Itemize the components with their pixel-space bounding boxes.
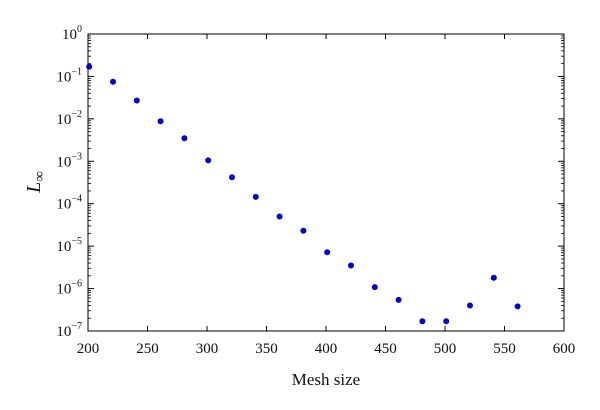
y-tick-label: 10−3	[56, 151, 82, 170]
x-tick-label: 200	[77, 341, 100, 357]
x-tick-label: 300	[196, 341, 219, 357]
y-tick-label-exponent: −4	[71, 194, 82, 205]
plot-frame	[87, 33, 565, 332]
y-tick-label-base: 10	[56, 239, 71, 255]
y-tick-label-base: 10	[56, 112, 71, 128]
data-point	[371, 284, 378, 291]
x-axis-label: Mesh size	[292, 370, 360, 389]
data-point	[109, 78, 116, 85]
y-tick-label: 10−6	[56, 279, 82, 298]
y-tick-label-base: 10	[56, 324, 71, 340]
y-tick-label: 10−4	[56, 194, 82, 213]
data-point	[276, 213, 283, 220]
data-point	[252, 193, 259, 200]
data-point	[228, 174, 235, 181]
y-tick-label-base: 10	[56, 282, 71, 298]
y-tick-label-exponent: −5	[71, 236, 82, 247]
y-axis-label: L∞	[23, 171, 48, 194]
data-point	[181, 135, 188, 142]
y-tick-label-base: 10	[62, 27, 77, 43]
data-point	[347, 262, 354, 269]
data-point	[395, 296, 402, 303]
y-tick-label-exponent: 0	[77, 24, 82, 35]
data-point	[466, 302, 473, 309]
x-tick-label: 550	[493, 341, 516, 357]
svg-text:L∞: L∞	[23, 171, 48, 194]
x-tick-label: 600	[553, 341, 576, 357]
x-tick-label: 450	[374, 341, 397, 357]
y-axis-label-main: L	[23, 182, 45, 194]
data-point	[205, 157, 212, 164]
data-point	[490, 274, 497, 281]
y-tick-label-exponent: −7	[71, 321, 82, 332]
y-tick-label: 10−5	[56, 236, 82, 255]
y-axis-label-sub: ∞	[32, 171, 48, 182]
data-point	[157, 118, 164, 125]
y-tick-label: 10−1	[56, 66, 82, 85]
y-tick-label-exponent: −6	[71, 279, 82, 290]
x-tick-label: 500	[434, 341, 457, 357]
y-tick-label-exponent: −2	[71, 109, 82, 120]
data-point	[133, 97, 140, 104]
x-tick-label: 400	[315, 341, 338, 357]
data-point	[300, 227, 307, 234]
y-tick-label-exponent: −1	[71, 66, 82, 77]
data-point	[419, 318, 426, 325]
x-tick-label: 350	[255, 341, 278, 357]
y-tick-label-exponent: −3	[71, 151, 82, 162]
x-axis-ticks: 200 250 300 350 400 450 500 550 600	[77, 34, 576, 357]
y-tick-label: 10−2	[56, 109, 82, 128]
y-tick-label: 100	[62, 24, 82, 43]
data-point	[324, 249, 331, 256]
data-points	[86, 63, 521, 325]
y-tick-label-base: 10	[56, 154, 71, 170]
x-tick-label: 250	[136, 341, 159, 357]
y-tick-label-base: 10	[56, 69, 71, 85]
data-point	[443, 318, 450, 325]
data-point	[514, 303, 521, 310]
y-tick-label: 10−7	[56, 321, 82, 340]
y-tick-label-base: 10	[56, 197, 71, 213]
data-point	[86, 63, 93, 70]
